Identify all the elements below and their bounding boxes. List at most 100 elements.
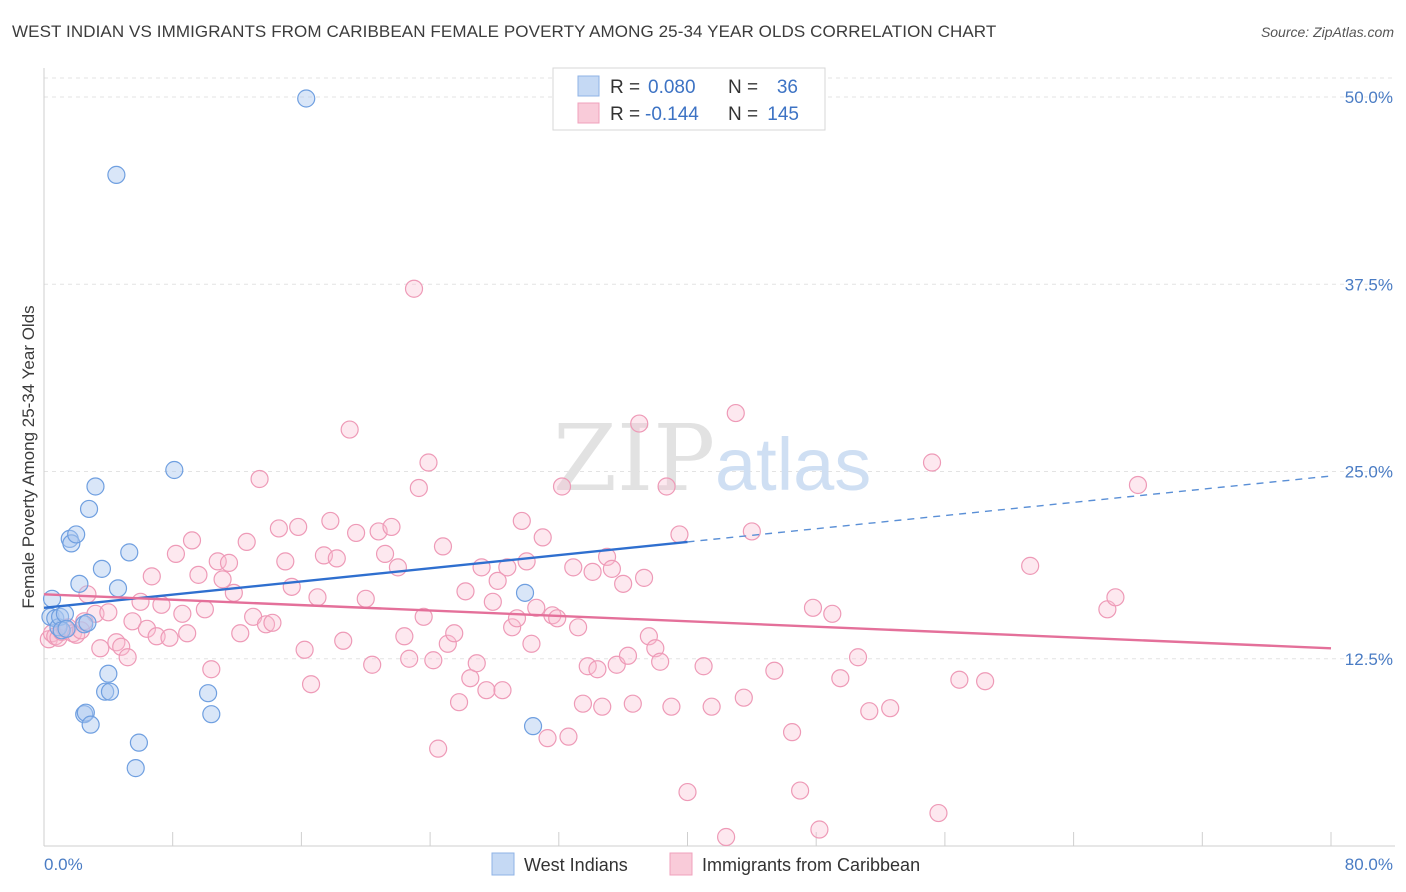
point-west-indians (81, 715, 100, 734)
series-immigrants-points (39, 279, 1148, 847)
grid-lines (44, 77, 1395, 660)
point-immigrants (517, 552, 536, 571)
point-immigrants (178, 624, 197, 643)
bottom-legend-label-2: Immigrants from Caribbean (702, 855, 920, 875)
point-immigrants (614, 574, 633, 593)
trend-line-west-indians (43, 540, 688, 610)
point-immigrants (810, 820, 829, 839)
point-west-indians (165, 460, 184, 480)
point-immigrants (538, 729, 557, 748)
point-immigrants (507, 609, 527, 628)
point-immigrants (588, 660, 607, 679)
point-immigrants (559, 727, 578, 746)
y-tick-label: 25.0% (1345, 463, 1393, 482)
point-immigrants (881, 699, 900, 718)
series-westindians-points (41, 89, 543, 778)
point-immigrants (630, 414, 649, 433)
point-immigrants (269, 519, 288, 538)
point-immigrants (533, 528, 552, 547)
point-immigrants (289, 517, 308, 537)
point-immigrants (404, 279, 424, 298)
point-immigrants (569, 618, 588, 637)
point-immigrants (419, 453, 438, 472)
point-immigrants (503, 618, 522, 637)
point-immigrants (189, 565, 208, 584)
point-west-indians (92, 559, 112, 578)
point-immigrants (219, 553, 239, 572)
bottom-legend: West Indians Immigrants from Caribbean (491, 852, 920, 876)
point-west-indians (70, 574, 89, 593)
point-immigrants (678, 782, 697, 802)
point-west-indians (96, 682, 115, 701)
point-immigrants (803, 598, 823, 617)
legend-swatch-blue (577, 75, 600, 97)
point-immigrants (301, 675, 321, 694)
point-immigrants (1021, 556, 1040, 575)
point-west-indians (129, 733, 149, 752)
point-immigrants (112, 637, 131, 656)
point-immigrants (791, 781, 810, 800)
point-immigrants (202, 660, 221, 679)
point-immigrants (250, 469, 269, 489)
point-immigrants (527, 598, 546, 617)
point-immigrants (321, 511, 340, 531)
legend-n-label-1: N = (728, 77, 758, 98)
point-west-indians (297, 89, 316, 108)
point-immigrants (231, 624, 250, 643)
point-west-indians (79, 499, 99, 519)
point-immigrants (552, 477, 572, 496)
bottom-legend-label-1: West Indians (524, 855, 628, 875)
point-immigrants (363, 655, 382, 674)
x-ticks (43, 832, 1332, 846)
point-immigrants (929, 803, 948, 823)
point-immigrants (782, 723, 802, 742)
point-immigrants (414, 607, 433, 626)
legend-n-label-2: N = (728, 104, 758, 125)
point-immigrants (213, 570, 232, 589)
point-immigrants (456, 582, 475, 601)
point-immigrants (123, 612, 142, 631)
point-immigrants (438, 634, 457, 653)
point-immigrants (424, 651, 443, 670)
point-immigrants (573, 694, 593, 713)
point-immigrants (340, 420, 359, 439)
axes (43, 68, 1395, 847)
x-tick-label-min: 0.0% (44, 855, 83, 874)
point-west-indians (107, 165, 126, 184)
legend-r-value-1: 0.080 (648, 77, 696, 98)
point-immigrants (662, 697, 681, 716)
point-immigrants (91, 639, 110, 658)
source-label: Source: ZipAtlas.com (1260, 24, 1394, 40)
chart-title: WEST INDIAN VS IMMIGRANTS FROM CARIBBEAN… (12, 22, 997, 41)
point-immigrants (433, 537, 453, 556)
point-immigrants (429, 739, 448, 758)
point-immigrants (860, 702, 879, 721)
point-immigrants (467, 654, 486, 673)
point-immigrants (477, 681, 496, 700)
point-immigrants (950, 670, 969, 689)
point-immigrants (694, 657, 713, 676)
point-immigrants (657, 477, 676, 496)
point-immigrants (488, 571, 507, 590)
trend-line-west-indians-extension (687, 475, 1332, 543)
point-immigrants (195, 600, 214, 619)
point-immigrants (831, 669, 850, 688)
point-immigrants (173, 604, 192, 623)
point-immigrants (976, 672, 995, 691)
point-west-indians (202, 705, 221, 724)
x-tick-label-max: 80.0% (1345, 855, 1393, 874)
point-immigrants (99, 603, 118, 622)
point-immigrants (395, 627, 414, 646)
point-immigrants (449, 693, 469, 712)
point-west-indians (62, 534, 81, 553)
legend-r-label-2: R = (610, 104, 640, 125)
point-immigrants (382, 517, 401, 537)
point-immigrants (593, 697, 612, 716)
point-immigrants (634, 568, 654, 587)
point-immigrants (623, 694, 642, 713)
point-immigrants (409, 478, 428, 498)
point-west-indians (78, 613, 97, 632)
point-immigrants (375, 544, 395, 563)
y-tick-label: 12.5% (1345, 650, 1393, 669)
legend-swatch-pink (577, 102, 600, 124)
